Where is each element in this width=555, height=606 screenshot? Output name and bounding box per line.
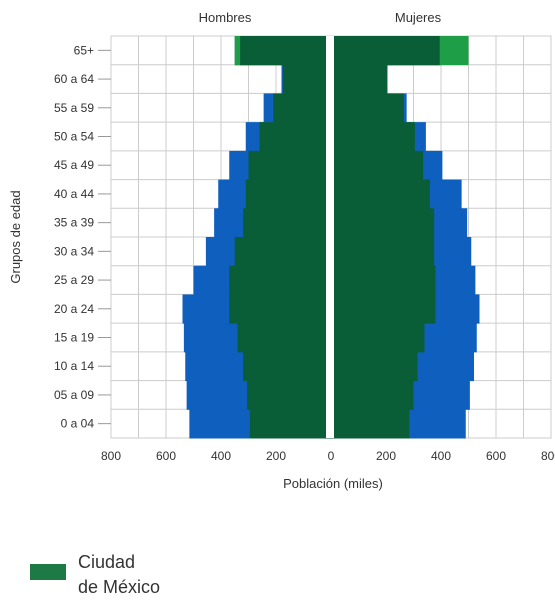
bar-hombres <box>234 237 331 267</box>
y-tick-label: 25 a 29 <box>54 273 94 287</box>
legend-swatch <box>30 564 66 580</box>
x-tick-label: 0 <box>328 449 335 463</box>
y-tick-label: 35 a 39 <box>54 216 94 230</box>
y-tick-label: 20 a 24 <box>54 302 94 316</box>
bar-mujeres <box>331 237 435 267</box>
x-tick-label: 600 <box>156 449 176 463</box>
bar-hombres <box>237 323 331 353</box>
x-tick-label: 400 <box>211 449 231 463</box>
y-tick-label: 05 a 09 <box>54 388 94 402</box>
bar-mujeres <box>331 380 414 410</box>
y-tick-label: 50 a 54 <box>54 130 94 144</box>
y-tick-label: 65+ <box>74 43 94 57</box>
y-tick-label: 45 a 49 <box>54 158 94 172</box>
bar-mujeres <box>331 208 435 238</box>
bar-hombres <box>259 122 331 152</box>
bar-hombres <box>229 265 331 295</box>
bar-hombres <box>229 294 331 324</box>
x-tick-label: 600 <box>486 449 506 463</box>
y-tick-label: 55 a 59 <box>54 101 94 115</box>
bar-mujeres <box>331 179 430 209</box>
bar-hombres <box>247 380 331 410</box>
legend: Ciudad de México <box>30 548 230 604</box>
population-pyramid-chart: Hombres Mujeres 0 a 04 05 a 09 10 a 14 15 a 1… <box>8 10 555 491</box>
bar-mujeres <box>331 323 425 353</box>
center-divider <box>326 36 334 438</box>
bar-hombres <box>245 179 331 209</box>
bar-mujeres <box>331 265 436 295</box>
x-tick-label: 400 <box>431 449 451 463</box>
y-tick-label: 0 a 04 <box>61 417 95 431</box>
x-tick-label: 800 <box>101 449 121 463</box>
bar-hombres <box>243 208 331 238</box>
bar-mujeres <box>331 36 440 65</box>
y-tick-label: 60 a 64 <box>54 72 94 86</box>
bar-mujeres <box>331 150 424 181</box>
bar-hombres <box>240 36 331 65</box>
y-tick-label: 15 a 19 <box>54 331 94 345</box>
bar-hombres <box>243 351 331 382</box>
x-tick-label: 200 <box>266 449 286 463</box>
bar-mujeres <box>331 122 415 152</box>
bar-mujeres <box>331 409 410 439</box>
bar-mujeres <box>331 351 418 382</box>
bar-mujeres <box>331 64 388 94</box>
y-tick-label: 30 a 34 <box>54 244 94 258</box>
y-tick-label: 40 a 44 <box>54 187 94 201</box>
y-tick-label: 10 a 14 <box>54 359 94 373</box>
legend-label: Ciudad de México <box>78 552 161 597</box>
bar-mujeres <box>331 93 404 123</box>
x-axis-label: Población (miles) <box>283 476 383 491</box>
x-tick-label: 800 <box>541 449 555 463</box>
bar-hombres <box>249 409 331 439</box>
y-axis-label: Grupos de edad <box>8 190 23 283</box>
bar-hombres <box>282 64 331 94</box>
bar-hombres <box>248 150 331 181</box>
bar-hombres <box>273 93 331 123</box>
bar-mujeres <box>331 294 436 324</box>
panel-title-hombres: Hombres <box>199 10 252 25</box>
panel-title-mujeres: Mujeres <box>395 10 442 25</box>
x-tick-label: 200 <box>376 449 396 463</box>
